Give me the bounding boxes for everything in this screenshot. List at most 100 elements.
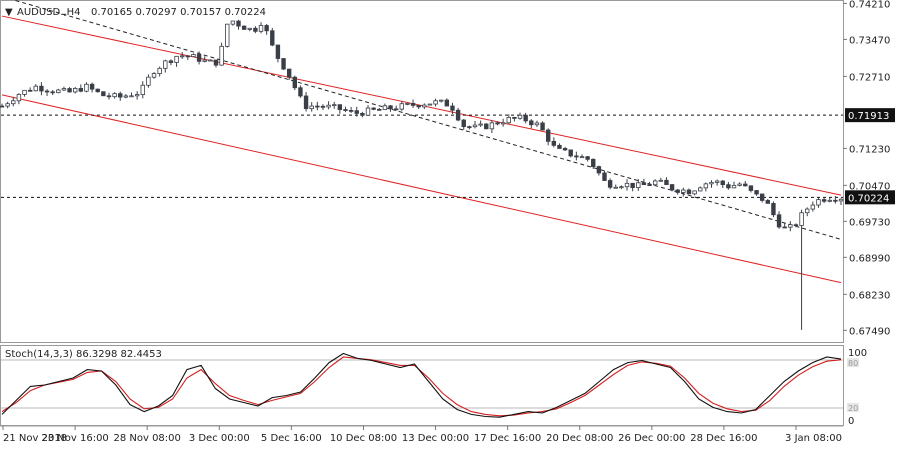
price-tick-label: 0.72710	[849, 72, 890, 83]
candlestick-series	[0, 19, 844, 330]
stoch-scale-20-box	[847, 403, 859, 412]
candle-body	[264, 25, 269, 32]
candle-body	[101, 91, 106, 97]
time-tick-label: 28 Nov 08:00	[113, 433, 180, 444]
candle-body	[174, 55, 179, 63]
time-tick-label: 10 Dec 08:00	[330, 433, 397, 444]
price-axis: 0.74210 0.73470 0.72710 0.71230 0.70470 0.697…	[843, 0, 895, 337]
candle-body	[258, 25, 264, 32]
candle-body	[393, 108, 399, 111]
time-tick-label: 20 Dec 08:00	[546, 433, 613, 444]
candle-body	[382, 105, 388, 110]
candle-body	[664, 179, 669, 185]
price-tick-label: 0.68990	[849, 253, 890, 264]
candle-body	[805, 208, 810, 214]
candle-body	[225, 23, 230, 47]
candle-body	[799, 212, 804, 226]
candle-body	[433, 100, 438, 105]
candle-body	[44, 90, 50, 93]
time-tick-label: 23 Nov 16:00	[41, 433, 108, 444]
candle-body	[495, 122, 500, 125]
candle-body	[191, 54, 196, 57]
candle-body	[652, 180, 658, 186]
candle-body	[439, 99, 444, 102]
time-tick-label: 5 Dec 16:00	[261, 433, 322, 444]
candle-body	[213, 59, 219, 66]
candle-body	[821, 199, 827, 202]
price-tick-label: 0.68230	[849, 290, 890, 301]
candle-body	[106, 95, 112, 98]
candle-body	[416, 105, 421, 108]
candle-body	[782, 226, 787, 229]
ohlc-readout: 0.70165 0.70297 0.70157 0.70224	[91, 7, 266, 18]
candle-body	[236, 20, 241, 27]
candle-body	[78, 88, 84, 92]
candle-body	[33, 85, 38, 92]
candle-body	[123, 95, 129, 98]
candle-body	[129, 95, 134, 98]
candle-body	[579, 156, 585, 159]
candle-body	[112, 93, 117, 98]
candle-body	[118, 93, 123, 98]
candle-body	[247, 27, 252, 30]
candle-body	[776, 214, 782, 228]
candle-body	[472, 124, 478, 128]
candle-body	[140, 84, 145, 95]
candle-body	[557, 144, 562, 149]
candle-body	[450, 105, 455, 111]
candle-body	[765, 200, 770, 204]
candle-body	[326, 104, 331, 108]
candle-body	[540, 122, 545, 131]
candle-body	[151, 73, 157, 78]
candle-body	[748, 185, 754, 191]
candle-body	[731, 184, 737, 189]
candle-body	[703, 183, 709, 189]
candle-body	[636, 182, 641, 188]
candle-body	[95, 88, 100, 93]
candle-body	[562, 148, 568, 151]
candle-body	[726, 184, 731, 189]
symbol-label: AUDUSD.,H4	[17, 7, 80, 18]
candle-body	[309, 105, 314, 110]
candle-body	[410, 103, 416, 106]
candle-body	[89, 83, 95, 90]
channel-lower-line	[1, 94, 842, 284]
candle-body	[500, 122, 506, 125]
candle-body	[647, 184, 652, 187]
candle-body	[816, 199, 821, 206]
candle-body	[743, 183, 748, 187]
candle-body	[241, 25, 247, 30]
candle-body	[478, 123, 483, 126]
candle-body	[281, 58, 286, 70]
price-tick-label: 0.71230	[849, 144, 890, 155]
candle-body	[61, 88, 67, 91]
candle-body	[157, 67, 162, 74]
candle-body	[838, 198, 844, 202]
candle-body	[517, 114, 523, 119]
candle-body	[461, 119, 466, 128]
price-tick-label: 0.67490	[849, 326, 890, 337]
candle-body	[146, 76, 151, 86]
candle-body	[50, 91, 55, 94]
candle-body	[348, 109, 354, 112]
candle-body	[658, 179, 664, 182]
candle-body	[179, 55, 185, 58]
candle-body	[5, 103, 10, 107]
candle-body	[337, 104, 343, 110]
time-tick-label: 13 Dec 00:00	[402, 433, 469, 444]
candle-body	[253, 27, 258, 32]
candle-body	[320, 105, 326, 108]
collapse-arrow-icon[interactable]: ▼	[5, 7, 13, 18]
stochastic-lines	[1, 352, 842, 418]
candle-body	[681, 189, 686, 193]
price-panel: ▼ AUDUSD.,H4 0.70165 0.70297 0.70157 0.7…	[0, 0, 844, 343]
price-tick-label: 0.73470	[849, 35, 890, 46]
candle-body	[574, 155, 579, 158]
candle-body	[27, 89, 33, 92]
candle-body	[512, 117, 517, 119]
candle-body	[827, 199, 832, 202]
price-tick-label: 0.70470	[849, 181, 890, 192]
candle-body	[624, 182, 630, 188]
candle-body	[67, 88, 72, 93]
